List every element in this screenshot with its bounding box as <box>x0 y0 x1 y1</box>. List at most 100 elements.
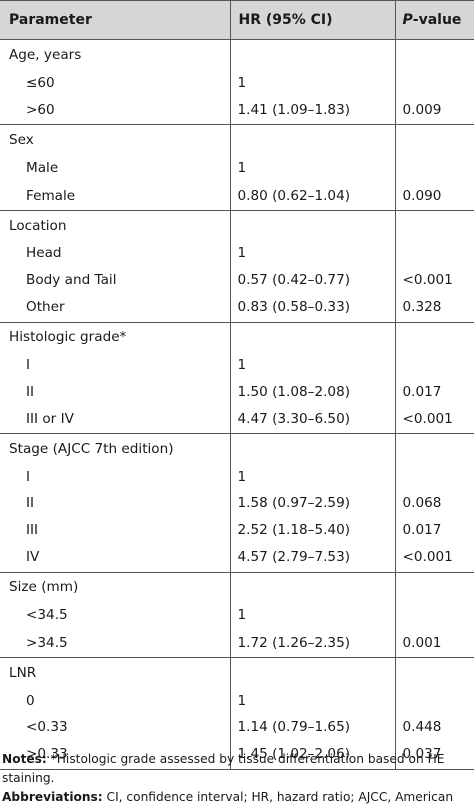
group-title: LNR <box>0 656 230 688</box>
row-p-value: <0.001 <box>394 266 474 294</box>
row-p-value: 0.068 <box>394 490 474 517</box>
group-hr-empty <box>229 39 395 70</box>
table-row: <34.5 1 <box>0 602 474 629</box>
row-label: Head <box>26 245 62 262</box>
group-title: Stage (AJCC 7th edition) <box>0 433 230 464</box>
group-header-row: Size (mm) <box>0 571 474 603</box>
group-p-empty <box>394 209 474 241</box>
row-label: II <box>26 495 35 512</box>
row-hr-value: 0.57 (0.42–0.77) <box>229 266 395 294</box>
table-row: <0.33 1.14 (0.79–1.65) 0.448 <box>0 713 474 741</box>
row-label: >34.5 <box>0 628 230 658</box>
row-p-value: <0.001 <box>394 404 474 435</box>
group-hr-empty <box>229 433 395 464</box>
table-row: II 1.58 (0.97–2.59) 0.068 <box>0 490 474 517</box>
table-row: II 1.50 (1.08–2.08) 0.017 <box>0 378 474 405</box>
row-p-value <box>394 687 474 714</box>
row-p-value <box>394 69 474 96</box>
row-hr-value: 1.58 (0.97–2.59) <box>229 490 395 517</box>
group-p-empty <box>394 433 474 464</box>
row-p-value: 0.448 <box>394 713 474 741</box>
row-hr-value: 1 <box>229 352 395 379</box>
abbreviations-text: CI, confidence interval; HR, hazard rati… <box>106 790 454 804</box>
group-hr-empty <box>229 209 395 241</box>
group-hr-empty <box>229 321 395 353</box>
row-label: >0.33 <box>0 740 230 770</box>
row-label: I <box>26 357 31 374</box>
group-p-empty <box>394 321 474 353</box>
row-label: II <box>26 383 35 400</box>
hazard-ratio-table: Parameter HR (95% CI) P-value Age, years… <box>0 0 474 770</box>
group-p-empty <box>394 656 474 688</box>
row-hr-value: 1 <box>229 240 395 267</box>
group-header-row: Age, years <box>0 39 474 70</box>
group-header-row: Histologic grade* <box>0 321 474 353</box>
table-row: III or IV 4.47 (3.30–6.50) <0.001 <box>0 404 474 435</box>
table-row: Other 0.83 (0.58–0.33) 0.328 <box>0 293 474 323</box>
row-hr-value: 1.45 (1.02–2.06) <box>229 740 395 770</box>
row-p-value: 0.037 <box>394 740 474 770</box>
row-label: I <box>26 469 31 486</box>
row-hr-value: 0.83 (0.58–0.33) <box>229 293 395 323</box>
row-hr-value: 1 <box>229 69 395 96</box>
row-p-value: 0.001 <box>394 628 474 658</box>
row-label: Other <box>0 293 230 323</box>
group-header-row: Sex <box>0 124 474 155</box>
row-label: Male <box>26 160 59 177</box>
row-hr-value: 4.47 (3.30–6.50) <box>229 404 395 435</box>
row-hr-value: 4.57 (2.79–7.53) <box>229 543 395 573</box>
group-p-empty <box>394 39 474 70</box>
group-header-row: LNR <box>0 656 474 688</box>
row-hr-value: 1.50 (1.08–2.08) <box>229 378 395 405</box>
table-row: >60 1.41 (1.09–1.83) 0.009 <box>0 95 474 126</box>
row-label: Female <box>0 181 230 211</box>
group-title: Location <box>0 209 230 241</box>
parameter-column-header: Parameter <box>0 0 230 40</box>
group-p-empty <box>394 571 474 603</box>
row-hr-value: 0.80 (0.62–1.04) <box>229 181 395 211</box>
row-label: ≤60 <box>26 74 55 91</box>
row-hr-value: 1.72 (1.26–2.35) <box>229 628 395 658</box>
row-label: >60 <box>0 95 230 126</box>
group-hr-empty <box>229 571 395 603</box>
table-row: >34.5 1.72 (1.26–2.35) 0.001 <box>0 628 474 658</box>
row-p-value: 0.009 <box>394 95 474 126</box>
group-hr-empty <box>229 656 395 688</box>
header-row: Parameter HR (95% CI) P-value <box>0 0 474 40</box>
group-hr-empty <box>229 124 395 155</box>
row-label: III <box>26 521 39 538</box>
row-hr-value: 1.41 (1.09–1.83) <box>229 95 395 126</box>
p-value-column-header: P-value <box>394 0 474 40</box>
group-p-empty <box>394 124 474 155</box>
group-header-row: Stage (AJCC 7th edition) <box>0 433 474 464</box>
row-hr-value: 1 <box>229 463 395 491</box>
row-label: 0 <box>26 692 35 709</box>
row-p-value: 0.090 <box>394 181 474 211</box>
row-label: <34.5 <box>26 607 68 624</box>
abbreviations-label: Abbreviations: <box>2 790 103 804</box>
row-p-value: 0.017 <box>394 516 474 544</box>
notes-label: Notes: <box>2 752 47 766</box>
group-title: Age, years <box>0 39 230 70</box>
row-hr-value: 1.14 (0.79–1.65) <box>229 713 395 741</box>
row-p-value <box>394 602 474 629</box>
table-row: >0.33 1.45 (1.02–2.06) 0.037 <box>0 740 474 770</box>
table-body: Age, years ≤60 1 >60 1.41 (1.09–1.83) 0.009 Se… <box>0 39 474 770</box>
row-p-value: <0.001 <box>394 543 474 573</box>
row-p-value: 0.328 <box>394 293 474 323</box>
p-rest: -value <box>412 12 462 28</box>
table-notes: Notes: *Histologic grade assessed by tis… <box>2 750 472 808</box>
table-row: Head 1 <box>0 240 474 267</box>
row-label: IV <box>0 543 230 573</box>
row-label: <0.33 <box>26 718 68 735</box>
group-header-row: Location <box>0 209 474 241</box>
row-p-value <box>394 240 474 267</box>
table-row: III 2.52 (1.18–5.40) 0.017 <box>0 516 474 544</box>
p-italic: P <box>402 12 413 28</box>
row-p-value <box>394 352 474 379</box>
table-row: Male 1 <box>0 154 474 182</box>
